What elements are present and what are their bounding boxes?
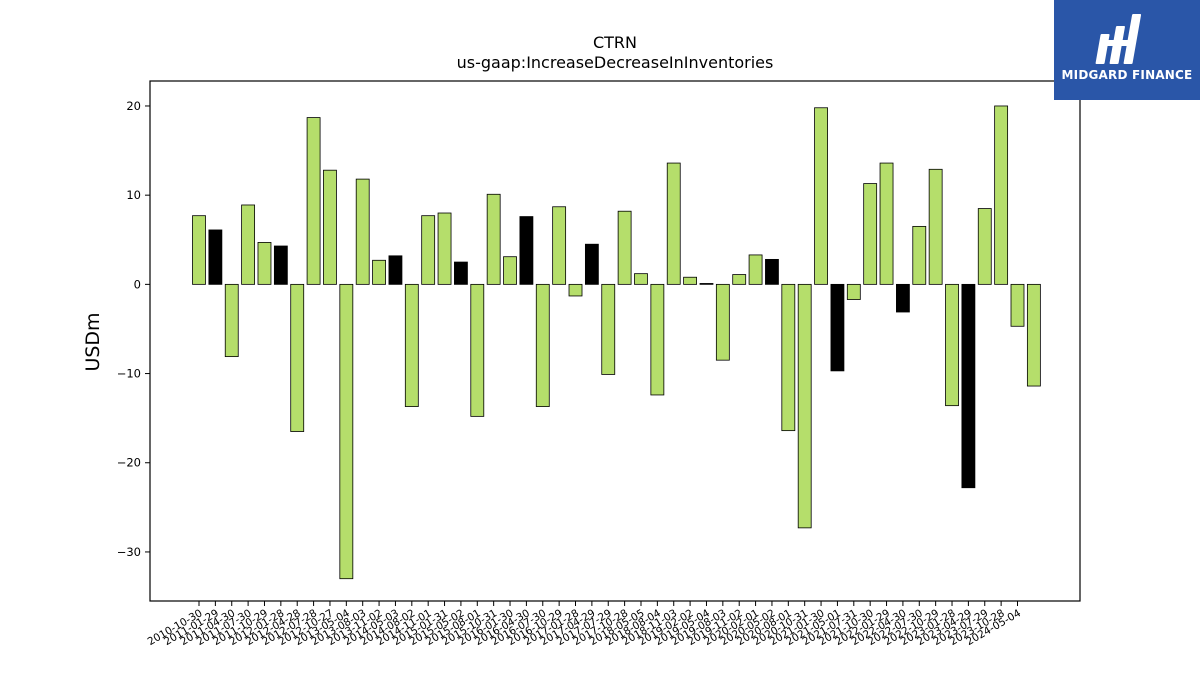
bar: [650, 283, 665, 396]
bar: [323, 169, 337, 285]
logo-text: MIDGARD FINANCE: [1061, 68, 1193, 82]
bar: [192, 215, 206, 285]
bar: [879, 162, 894, 285]
bar: [814, 107, 828, 285]
bar: [634, 273, 648, 285]
bar: [306, 117, 321, 285]
bar: [584, 243, 599, 285]
bar: [1010, 283, 1025, 327]
midgard-finance-logo: MIDGARD FINANCE: [1054, 0, 1200, 100]
bar: [355, 178, 370, 285]
y-tick-label: 20: [126, 99, 141, 113]
bar: [273, 245, 288, 285]
bar: [797, 283, 812, 529]
bar: [454, 261, 468, 285]
bar: [699, 283, 714, 285]
bar: [715, 283, 730, 361]
bar: [830, 283, 845, 372]
bar: [945, 283, 959, 407]
bar: [896, 283, 910, 313]
bar: [257, 242, 272, 285]
y-tick-label: −10: [117, 367, 141, 381]
bar: [339, 283, 354, 580]
bar: [437, 212, 452, 285]
bar: [486, 193, 501, 285]
bar: [388, 255, 403, 285]
bar: [846, 283, 861, 300]
bar: [503, 256, 517, 285]
bar: [961, 283, 976, 489]
bar: [765, 258, 779, 285]
bar: [470, 283, 485, 417]
chart-subtitle: us-gaap:IncreaseDecreaseInInventories: [457, 53, 774, 72]
bar: [617, 210, 632, 285]
bar: [552, 206, 567, 285]
bar: [421, 215, 436, 285]
bar: [601, 283, 616, 375]
logo-mark-icon: [1095, 14, 1142, 64]
y-tick-label: 10: [126, 188, 141, 202]
bar: [912, 225, 927, 285]
bar: [568, 283, 583, 297]
bar: [519, 216, 534, 285]
bar: [748, 254, 763, 285]
bar: [683, 276, 697, 285]
bar: [241, 204, 256, 285]
bar: [928, 168, 943, 285]
bar: [732, 274, 747, 285]
y-tick-label: 0: [134, 277, 141, 291]
bar: [977, 208, 992, 285]
y-tick-label: −20: [117, 456, 141, 470]
bar: [404, 283, 419, 407]
chart-title: CTRN: [593, 33, 637, 52]
bar: [781, 283, 796, 432]
bar: [372, 259, 386, 285]
bar: [1026, 283, 1041, 387]
y-axis-label: USDm: [82, 312, 104, 371]
bar: [994, 105, 1009, 285]
bars-group: [192, 105, 1041, 580]
bar: [290, 283, 305, 432]
axes-group: 2010-10-302011-01-292011-04-302011-07-30…: [117, 99, 1024, 648]
bar: [224, 283, 239, 358]
bar: [535, 283, 550, 407]
plot-frame: [149, 80, 1081, 602]
bar: [208, 229, 223, 285]
bar: [863, 183, 878, 285]
bar: [666, 162, 681, 285]
y-tick-label: −30: [117, 545, 141, 559]
